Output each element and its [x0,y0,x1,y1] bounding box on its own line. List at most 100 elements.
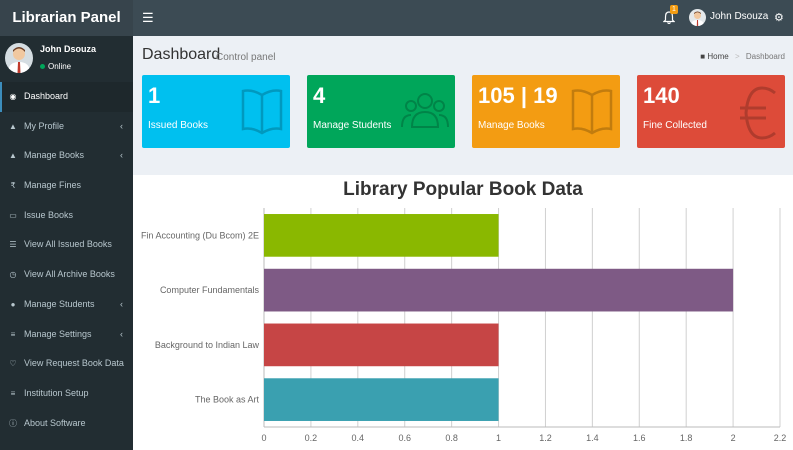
breadcrumb: ■ Home > Dashboard [700,52,785,61]
sidebar-menu: ◉ Dashboard ▲ My Profile ‹ ▲ Manage Books ‹ ₹… [0,82,133,438]
sidebar-item-label: Issue Books [24,209,74,220]
x-tick-label: 1.2 [539,433,552,443]
sidebar-item-view-archive-books[interactable]: ◷ View All Archive Books [0,260,133,290]
chevron-left-icon: ‹ [120,120,123,131]
info-box-value: 105 | 19 [478,83,558,108]
sidebar-item-label: About Software [24,417,86,428]
info-box-label: Fine Collected [643,120,707,131]
x-tick-label: 2 [731,433,736,443]
breadcrumb-separator: > [734,52,740,61]
home-icon: ■ [700,52,706,61]
header-user-name[interactable]: John Dsouza [710,11,769,22]
sidebar-item-manage-books[interactable]: ▲ Manage Books ‹ [0,141,133,171]
bank-icon: ▲ [9,121,17,131]
sidebar-item-manage-settings[interactable]: ≡ Manage Settings ‹ [0,320,133,350]
x-tick-label: 0.2 [305,433,318,443]
chart-bar [264,214,499,257]
x-tick-label: 0.8 [445,433,458,443]
dashboard-icon: ◉ [9,92,17,101]
status-label: Online [48,62,72,71]
top-navbar: Librarian Panel ☰ 1 John Dsouza ⚙ [0,0,793,36]
page-title: Dashboard [142,46,221,63]
app-logo[interactable]: Librarian Panel [0,0,133,36]
chevron-left-icon: ‹ [120,328,123,339]
x-tick-label: 1.4 [586,433,599,443]
info-box-issued-books[interactable]: 1 Issued Books [142,75,290,148]
x-tick-label: 0.6 [398,433,411,443]
info-box-label: Manage Students [313,120,392,131]
chart-bar [264,268,734,312]
info-box-label: Manage Books [478,120,545,131]
avatar[interactable] [689,9,706,26]
page-subtitle: Control panel [216,52,276,63]
online-dot-icon [40,64,45,69]
rupee-icon: ₹ [10,181,16,191]
x-tick-label: 1.6 [633,433,646,443]
sidebar-item-label: Dashboard [24,91,69,101]
book-icon [571,89,613,135]
user-avatar-icon [691,11,704,26]
sliders-icon: ≡ [10,388,16,398]
sidebar-item-label: View All Archive Books [24,269,115,280]
sidebar-item-institution-setup[interactable]: ≡ Institution Setup [0,379,133,409]
info-box-value: 1 [148,83,161,108]
sidebar-item-label: View Request Book Data [24,358,124,369]
x-tick-label: 1 [496,433,501,443]
y-category-label: Fin Accounting (Du Bcom) 2E [141,230,259,240]
y-category-label: The Book as Art [195,395,260,405]
popular-books-bar-chart: 0 0.2 0.4 0.6 0.8 1 1.2 1.4 1.6 1.8 2 2.2 Fin Accoun… [141,208,787,443]
sidebar-item-label: Manage Fines [24,180,82,191]
online-status: Online [40,62,71,71]
chart-bar [264,323,499,367]
x-tick-label: 0.4 [352,433,365,443]
user-avatar-icon [8,47,30,73]
sliders-icon: ≡ [10,329,16,339]
user-panel: John Dsouza Online [0,36,133,82]
sidebar-item-dashboard[interactable]: ◉ Dashboard [0,82,133,112]
breadcrumb-home-link[interactable]: Home [707,52,729,61]
sidebar-item-manage-students[interactable]: ● Manage Students ‹ [0,290,133,320]
info-box-fine-collected[interactable]: 140 Fine Collected [637,75,785,148]
chevron-left-icon: ‹ [120,150,123,161]
sidebar: John Dsouza Online ◉ Dashboard ▲ My Profil… [0,36,133,450]
popular-books-chart-panel: Library Popular Book Data 0 0.2 0.4 0.6 0.8 1… [133,175,793,450]
users-icon: ● [10,299,16,309]
heart-icon: ♡ [9,359,17,369]
list-icon: ☰ [9,240,17,250]
sidebar-item-label: My Profile [24,120,65,131]
gears-icon[interactable]: ⚙ [774,12,784,24]
info-box-manage-students[interactable]: 4 Manage Students [307,75,455,148]
sidebar-item-view-request-book-data[interactable]: ♡ View Request Book Data [0,349,133,379]
sidebar-item-manage-fines[interactable]: ₹ Manage Fines [0,171,133,201]
book-icon [241,89,283,135]
sidebar-toggle-icon[interactable]: ☰ [142,10,154,25]
chevron-left-icon: ‹ [120,298,123,309]
sidebar-item-my-profile[interactable]: ▲ My Profile ‹ [0,112,133,142]
info-box-value: 140 [643,83,680,108]
sidebar-item-label: View All Issued Books [24,239,112,250]
sidebar-item-view-issued-books[interactable]: ☰ View All Issued Books [0,230,133,260]
sidebar-item-label: Institution Setup [24,387,89,398]
y-category-label: Computer Fundamentals [160,285,260,295]
info-box-manage-books[interactable]: 105 | 19 Manage Books [472,75,620,148]
chart-title: Library Popular Book Data [343,179,583,200]
info-box-label: Issued Books [148,120,209,131]
notification-badge: 1 [670,5,678,14]
sidebar-item-label: Manage Settings [24,328,92,339]
x-tick-label: 2.2 [774,433,787,443]
sidebar-item-about-software[interactable]: ⓘ About Software [0,409,133,439]
sidebar-item-issue-books[interactable]: ▭ Issue Books [0,201,133,231]
users-icon [401,93,449,128]
x-tick-label: 0 [261,433,266,443]
breadcrumb-current: Dashboard [745,52,785,61]
sidebar-item-label: Manage Students [24,298,95,309]
avatar [5,43,33,73]
chart-bar [264,378,499,421]
sidebar-item-label: Manage Books [24,150,85,161]
bank-icon: ▲ [9,151,17,161]
sidebar-user-name: John Dsouza [40,44,97,54]
x-tick-label: 1.8 [680,433,693,443]
info-box-value: 4 [313,83,326,108]
y-category-label: Background to Indian Law [155,340,260,350]
info-icon: ⓘ [9,418,17,428]
